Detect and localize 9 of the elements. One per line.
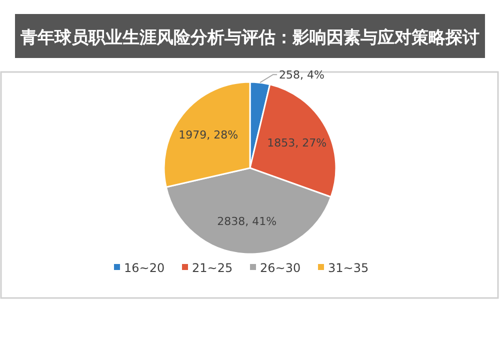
legend-label: 31~35 [328, 261, 369, 275]
chart-title: 青年球员职业生涯风险分析与评估：影响因素与应对策略探讨 [20, 28, 480, 48]
data-label: 1853, 27% [267, 136, 327, 150]
data-label: 258, 4% [279, 68, 324, 82]
legend-label: 21~25 [192, 261, 233, 275]
legend-label: 26~30 [260, 261, 301, 275]
data-label: 2838, 41% [217, 215, 277, 228]
legend-label: 16~20 [124, 261, 165, 275]
data-label: 1979, 28% [178, 128, 238, 142]
